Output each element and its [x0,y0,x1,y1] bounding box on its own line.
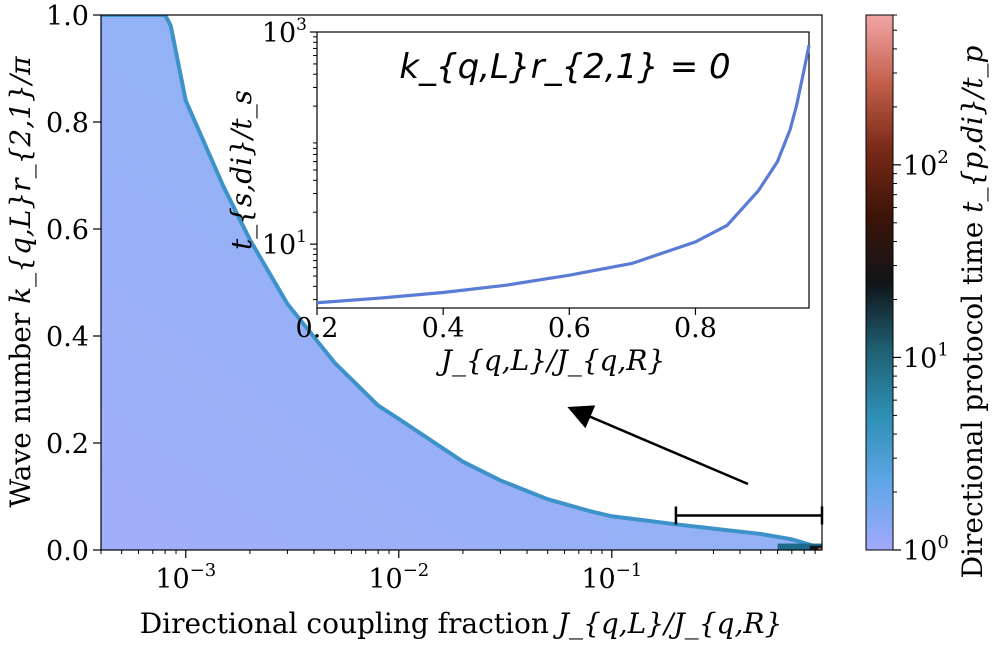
colorbar-ticks: 100 101 102 [893,14,949,567]
inset-annotation: k_{q,L}r_{2,1} = 0 [399,47,730,87]
inset-x-tick-label: 0.2 [296,313,339,344]
colorbar-tick-label: 101 [903,339,949,374]
colored-region [101,15,822,550]
main-y-tick-label: 0.8 [46,108,89,139]
inset-x-tick-label: 0.6 [548,313,591,344]
colorbar-strip [865,14,894,551]
range-bracket [674,506,824,525]
colorbar-label: Directional protocol time t_{p,di}/t_p [956,46,989,579]
main-y-label: Wave number k_{q,L}r_{2,1}/π [4,56,37,508]
main-axes-frame [100,14,823,551]
main-x-tick-label: 10−1 [581,560,642,595]
main-y-ticks: 0.0 0.2 0.4 0.6 0.8 1.0 [46,1,101,567]
main-x-tick-label: 10−3 [155,560,216,595]
main-y-tick-label: 0.2 [46,429,89,460]
inset-y-ticks: 101 103 [262,15,317,301]
boundary-edge [101,15,821,550]
max-time-region [818,547,822,550]
inset-x-label: J_{q,L}/J_{q,R} [436,344,665,377]
inset-panel: 0.2 0.4 0.6 0.8 101 103 k_{q,L}r_{2,1} = 0 J… [225,15,811,377]
inset-series-line [316,44,811,305]
inset-x-tick-label: 0.8 [674,313,717,344]
inset-y-tick-label: 103 [262,15,307,49]
colorbar-tick-label: 100 [903,532,949,567]
peak-time-region [809,545,822,550]
main-y-tick-label: 1.0 [46,1,89,32]
inset-y-label: t_{s,di}/t_s [225,90,258,250]
inset-x-tick-label: 0.4 [422,313,465,344]
main-y-tick-label: 0.0 [46,536,89,567]
inset-arrow [567,405,749,486]
inset-axes-frame [316,31,810,309]
inset-x-ticks: 0.2 0.4 0.6 0.8 [296,308,717,344]
main-x-ticks: 10−3 10−2 10−1 [100,550,816,595]
colorbar: 100 101 102 Directional protocol time t_{p… [865,14,989,579]
main-y-tick-label: 0.6 [46,215,89,246]
inset-y-tick-label: 101 [262,227,307,261]
main-x-label: Directional coupling fraction J_{q,L}/J_… [140,607,783,640]
high-time-region [777,543,822,550]
main-panel: 10−3 10−2 10−1 0.0 0.2 0.4 0.6 0.8 1.0 Directio… [4,1,824,640]
main-y-tick-label: 0.4 [46,322,89,353]
colorbar-tick-label: 102 [903,147,949,182]
main-x-tick-label: 10−2 [368,560,429,595]
